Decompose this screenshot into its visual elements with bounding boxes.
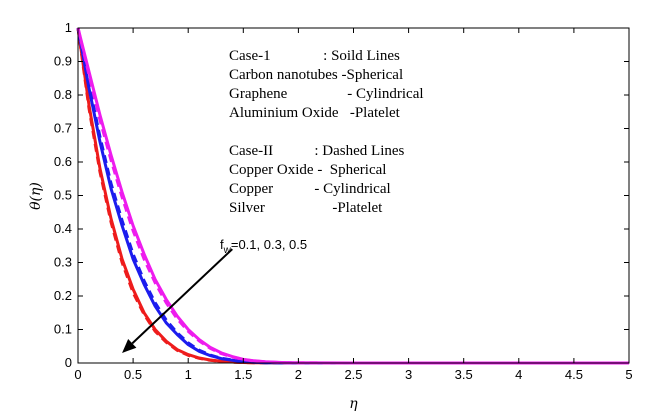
annotation-arrow-head <box>122 338 137 353</box>
annotation-arrow <box>131 248 233 345</box>
legend-line: Case-II : Dashed Lines <box>229 143 405 159</box>
annotation-label-subscript: w <box>223 245 232 256</box>
x-tick-label: 5 <box>625 367 632 382</box>
y-tick-label: 0.3 <box>54 255 72 270</box>
x-tick-label: 1 <box>185 367 192 382</box>
x-tick-label: 2.5 <box>344 367 362 382</box>
legend-line: Copper Oxide - Spherical <box>229 162 386 178</box>
y-tick-label: 0.8 <box>54 87 72 102</box>
y-tick-label: 1 <box>65 20 72 35</box>
x-tick-label: 0 <box>74 367 81 382</box>
legend-line: Copper - Cylindrical <box>229 181 391 197</box>
annotation: fw=0.1, 0.3, 0.5 <box>122 237 307 353</box>
legend-line: Case-1 : Soild Lines <box>229 48 400 64</box>
tick-layer: 0 0.5 1 1.5 2 2.5 3 3.5 4 4.5 5 0 0.1 0.2 0.3 0.4 0.5 0.6… <box>54 20 633 382</box>
x-tick-label: 3 <box>405 367 412 382</box>
annotation-label-rest: =0.1, 0.3, 0.5 <box>231 237 307 252</box>
legend-text-block: Case-1 : Soild Lines Carbon nanotubes -Sp… <box>229 48 424 216</box>
legend-line: Silver -Platelet <box>229 200 383 216</box>
annotation-label: fw=0.1, 0.3, 0.5 <box>220 237 307 256</box>
y-tick-label: 0.2 <box>54 288 72 303</box>
y-tick-label: 0.5 <box>54 188 72 203</box>
x-tick-label: 4.5 <box>565 367 583 382</box>
x-tick-label: 0.5 <box>124 367 142 382</box>
annotation-label-prefix: f <box>220 237 224 252</box>
x-tick-label: 3.5 <box>455 367 473 382</box>
x-tick-label: 1.5 <box>234 367 252 382</box>
x-tick-label: 2 <box>295 367 302 382</box>
legend-line: Aluminium Oxide -Platelet <box>229 105 401 121</box>
y-tick-label: 0.7 <box>54 121 72 136</box>
legend-line: Carbon nanotubes -Spherical <box>229 67 403 83</box>
y-tick-label: 0.4 <box>54 221 72 236</box>
x-axis-label: η <box>349 396 358 412</box>
series-line-blue-dashed <box>76 27 629 365</box>
x-tick-label: 4 <box>515 367 522 382</box>
series-line-red-dashed <box>76 27 629 365</box>
y-axis-label: θ(η) <box>28 182 44 210</box>
y-tick-label: 0.6 <box>54 154 72 169</box>
y-tick-label: 0 <box>65 355 72 370</box>
y-tick-label: 0.1 <box>54 322 72 337</box>
legend-line: Graphene - Cylindrical <box>229 86 424 102</box>
y-tick-label: 0.9 <box>54 54 72 69</box>
